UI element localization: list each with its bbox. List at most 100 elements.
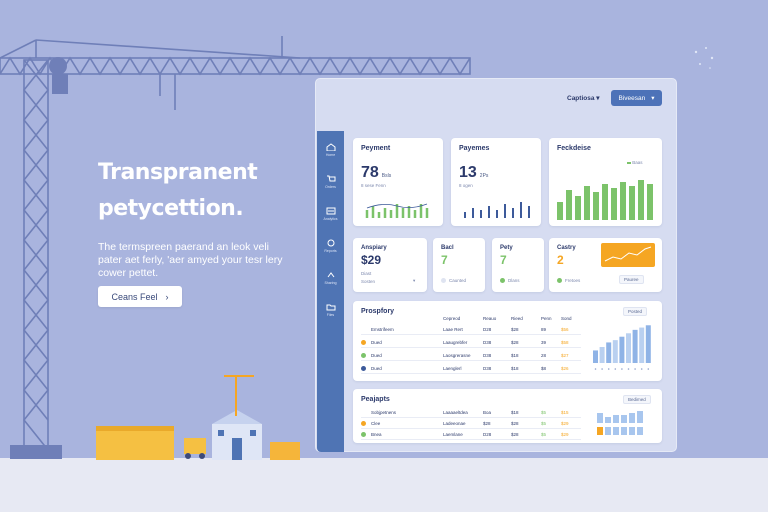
- chart-icon: [326, 207, 335, 215]
- table-cell: $18: [511, 365, 519, 371]
- table-row[interactable]: Sobjpetnens Laaaaeltdea Boa $18 $5 $15: [361, 407, 581, 418]
- share-icon: [327, 272, 334, 278]
- card-subtitle: 8 sese Fenn: [361, 183, 386, 188]
- column-header: Cepreod: [443, 316, 461, 321]
- sidebar-item-sharing[interactable]: Sharing: [317, 265, 344, 291]
- table-row[interactable]: Clee Ladeeonae $28 $28 $5 $29: [361, 418, 581, 429]
- status-dot: [441, 278, 446, 283]
- sidebar-item-reports[interactable]: Reports: [317, 233, 344, 259]
- status-dot: [500, 278, 505, 283]
- chart-bar: [639, 327, 645, 363]
- card-title: Peyment: [361, 145, 391, 152]
- table-cell: Clee: [371, 420, 381, 426]
- card-value: 7: [500, 253, 507, 267]
- table-cell: $26: [561, 365, 569, 371]
- sidebar-label: Home: [325, 153, 336, 157]
- table-cell: Dued: [371, 339, 382, 345]
- card-prospfory: Prospfory Posted Cepreod Reauo Rieed Pen…: [353, 301, 662, 381]
- table-cell: Bnea: [371, 431, 382, 437]
- card-pety[interactable]: Pety 7 Dlans: [492, 238, 544, 292]
- table-cell: Ladeeonae: [443, 420, 466, 426]
- chart-tick: [634, 368, 636, 370]
- sidebar-label: Files: [326, 313, 335, 317]
- table-cell: $18: [511, 352, 519, 358]
- table-header-row: Cepreod Reauo Rieed Penn Sond: [361, 313, 581, 324]
- sparkle-icon: [694, 47, 714, 69]
- table-row[interactable]: Bnea Laemlane D28 $28 $5 $29: [361, 429, 581, 440]
- status-dot: [557, 278, 562, 283]
- card-title: Peajapts: [361, 396, 390, 403]
- table-cell: 39: [541, 339, 547, 345]
- chevron-right-icon: ›: [165, 291, 169, 302]
- sidebar-item-analytics[interactable]: Analytics: [317, 201, 344, 227]
- row-dot: [361, 339, 366, 345]
- topbar-select-button[interactable]: Biveesan ▾: [611, 90, 662, 106]
- sidebar-label: Orders: [325, 185, 336, 189]
- dashboard-window: Captiosa ▾ Biveesan ▾ Home Orders Analyt…: [315, 78, 677, 452]
- chart-bar: [626, 333, 631, 363]
- table-cell: Laosgrerasne: [443, 352, 471, 358]
- card-value: 7: [441, 253, 448, 267]
- cart-icon: [326, 175, 335, 182]
- topbar-button-label: Biveesan: [618, 94, 646, 102]
- hero-description: The termspreen paerand an leok veli pate…: [98, 241, 283, 279]
- table-cell: 28: [541, 352, 547, 358]
- report-icon: [327, 239, 334, 247]
- sidebar-item-files[interactable]: Files: [317, 297, 344, 323]
- card-subtitle: 8 ogen: [459, 183, 473, 188]
- sidebar-label: Sharing: [324, 281, 337, 285]
- table-row[interactable]: Dued Laaugrebfer D38 $28 39 $58: [361, 337, 581, 348]
- hero-section: Transpranent petycettion. The termspreen…: [98, 155, 298, 280]
- table-cell: Laemlane: [443, 431, 463, 437]
- chart-bar: [593, 350, 598, 363]
- chart-tick: [614, 368, 617, 370]
- card-pill[interactable]: Posted: [623, 307, 648, 316]
- table-cell: $28: [511, 326, 519, 332]
- sidebar-item-orders[interactable]: Orders: [317, 169, 344, 195]
- sidebar-item-home[interactable]: Home: [317, 137, 344, 163]
- card-payment[interactable]: Peyment 78 Bsls 8 sese Fenn: [353, 138, 443, 226]
- bar-chart: [557, 180, 653, 220]
- chart-tick: [607, 368, 610, 370]
- table-cell: Laaugrebfer: [443, 339, 468, 345]
- card-castry[interactable]: Castry 2 Fretoes Pauree: [549, 238, 662, 292]
- table-cell: $28: [483, 420, 491, 426]
- card-value: 13 2Ps: [459, 164, 489, 181]
- hero-title-line-1: Transpranent: [98, 160, 258, 185]
- topbar-dropdown[interactable]: Captiosa ▾: [567, 95, 600, 102]
- data-table: Cepreod Reauo Rieed Penn Sond Emstrifeem…: [361, 313, 581, 375]
- card-feckdeise[interactable]: Feckdeise Baas: [549, 138, 662, 226]
- projects-mini-chart: [597, 411, 643, 435]
- chart-tick: [627, 368, 630, 370]
- card-anspiary[interactable]: Anspiary $29 Diast Sosten ▾: [353, 238, 427, 292]
- chart-tick: [621, 368, 623, 370]
- table-cell: Laenglerl: [443, 365, 462, 371]
- card-pill[interactable]: Bedimed: [623, 395, 651, 404]
- table-row[interactable]: Dued Laenglerl D38 $18 $8 $26: [361, 363, 581, 374]
- card-title: Bacl: [441, 245, 454, 251]
- table-cell: $28: [511, 339, 519, 345]
- table-row[interactable]: Emstrifeem Laae Rert D28 $28 89 $56: [361, 324, 581, 335]
- cta-button[interactable]: Ceans Feel ›: [98, 286, 182, 307]
- table-cell: $29: [561, 420, 569, 426]
- table-cell: $5: [541, 420, 547, 426]
- table-row[interactable]: Dued Laosgrerasne D38 $18 28 $27: [361, 350, 581, 361]
- card-bacl[interactable]: Bacl 7 Caunted: [433, 238, 485, 292]
- column-header: Reauo: [483, 316, 497, 321]
- card-subtitle: Diast: [361, 271, 372, 276]
- home-icon: [326, 143, 335, 151]
- card-value: $29: [361, 253, 382, 267]
- table-cell: $15: [561, 409, 569, 415]
- chevron-down-icon: ▾: [651, 95, 655, 102]
- side-bar-chart: [593, 325, 651, 370]
- row-dot: [361, 431, 366, 437]
- column-header: Sond: [561, 316, 572, 321]
- table-cell: $29: [561, 431, 569, 437]
- column-header: Penn: [541, 316, 552, 321]
- card-status: Caunted: [449, 278, 467, 283]
- table-cell: D38: [483, 352, 492, 358]
- card-pill[interactable]: Pauree: [619, 275, 644, 284]
- card-payemes[interactable]: Payemes 13 2Ps 8 ogen: [451, 138, 541, 226]
- table-cell: $18: [511, 409, 519, 415]
- crane-illustration: [0, 36, 471, 459]
